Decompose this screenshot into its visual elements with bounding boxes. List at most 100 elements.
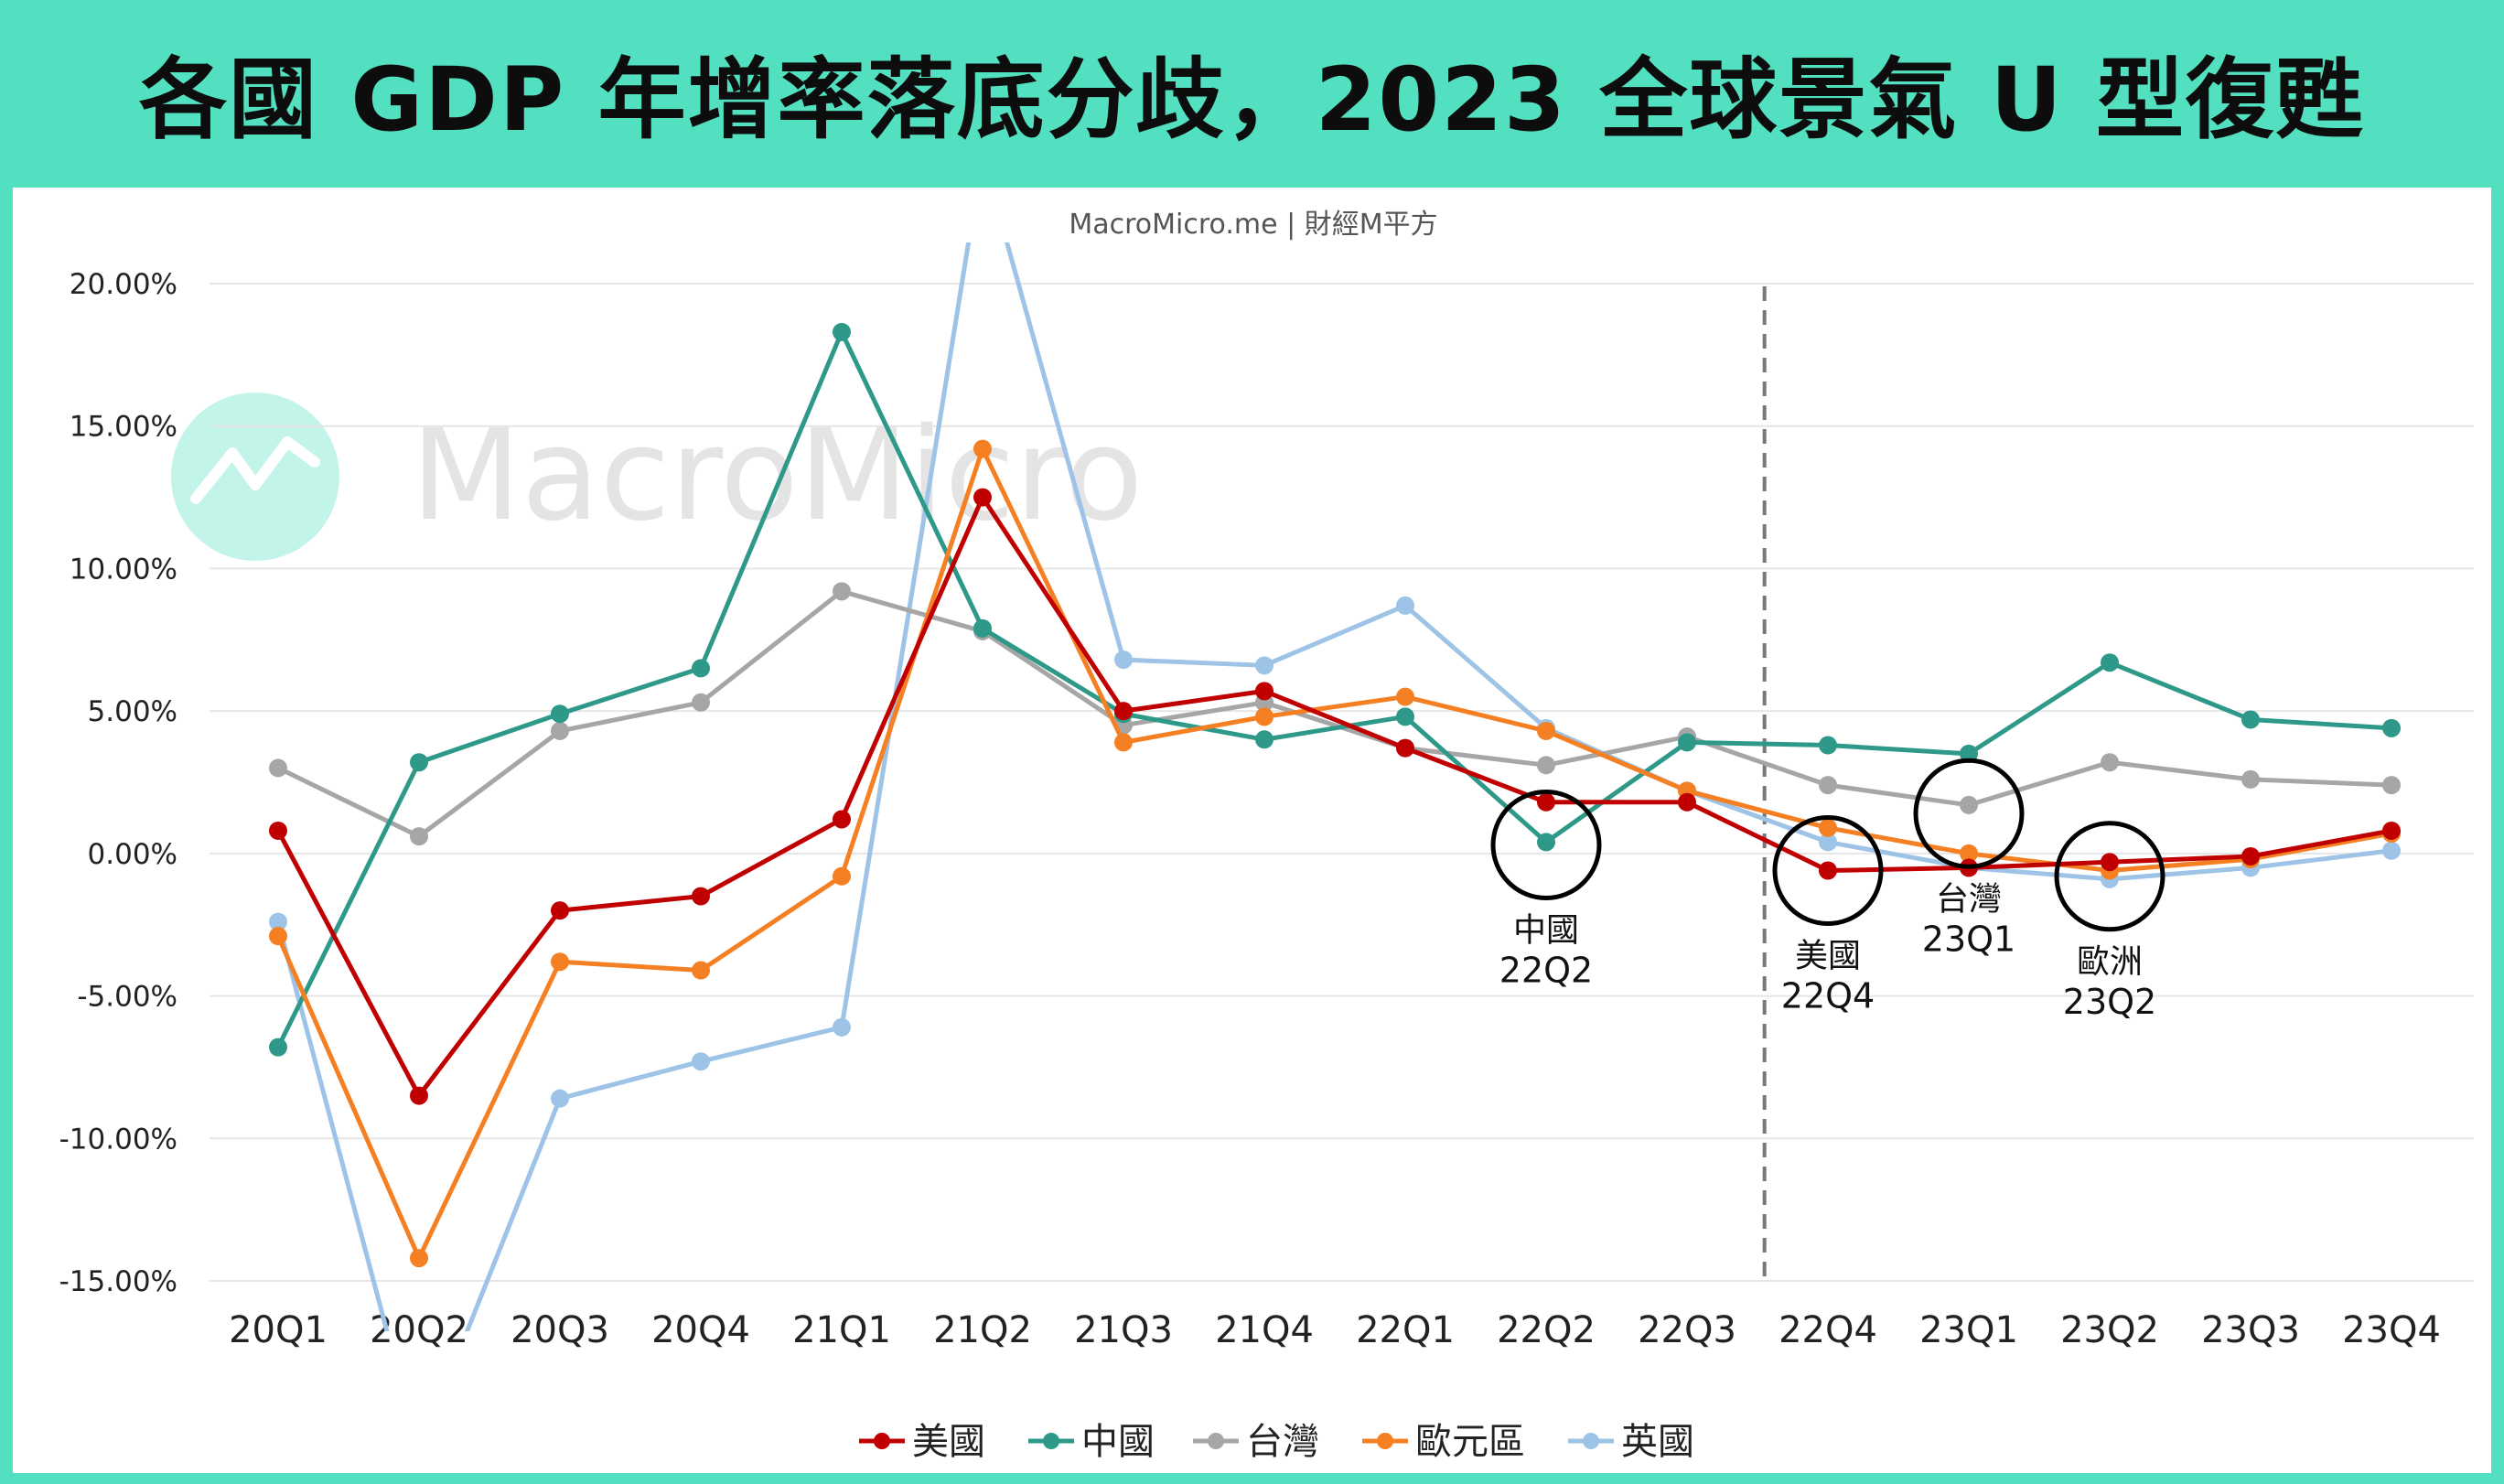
data-point (410, 1086, 428, 1105)
y-tick-label: -5.00% (77, 981, 177, 1014)
title-bar: 各國 GDP 年增率落底分歧，2023 全球景氣 U 型復甦 (0, 0, 2504, 183)
series-line (275, 446, 2392, 1261)
y-tick-label: 15.00% (70, 411, 177, 444)
data-point (1537, 792, 1555, 812)
legend-swatch-dot (1583, 1433, 1599, 1449)
grid-lines (210, 283, 2474, 1282)
series-group (269, 242, 2401, 1331)
data-point (269, 912, 287, 931)
data-point (2101, 853, 2119, 872)
legend-swatch-dot (1377, 1433, 1393, 1449)
legend-label: 中國 (1081, 1421, 1155, 1463)
data-point (1396, 687, 1414, 706)
data-point (1114, 733, 1133, 752)
data-point (269, 821, 287, 840)
data-point (1114, 651, 1133, 670)
x-axis-ticks: 20Q1 20Q2 20Q3 20Q4 21Q1 21Q2 21Q3 21Q4 22Q1 22Q2… (229, 1309, 2441, 1351)
x-tick-label: 23Q4 (2342, 1309, 2441, 1351)
data-point (551, 1089, 569, 1108)
data-point (1396, 596, 1414, 615)
data-point (1960, 744, 1978, 763)
data-point (833, 810, 851, 829)
data-point (2241, 769, 2260, 789)
data-point (1819, 833, 1837, 852)
legend-label: 英國 (1621, 1421, 1694, 1463)
data-point (410, 1249, 428, 1268)
line-chart: MacroMicro.me | 財經M平方 MacroMicro 20.00% 1… (59, 209, 2474, 1463)
data-point (692, 659, 710, 678)
legend: 美國 中國 台灣 歐元區 英國 (859, 1421, 1694, 1463)
data-point (1396, 707, 1414, 726)
legend-item: 英國 (1568, 1421, 1694, 1463)
data-point (1960, 844, 1978, 863)
data-point (269, 758, 287, 778)
data-point (973, 618, 992, 638)
x-tick-label: 22Q4 (1779, 1309, 1877, 1351)
data-point (1678, 733, 1696, 752)
annotation-circle (1490, 790, 1602, 901)
data-point (551, 704, 569, 724)
data-point (1255, 682, 1273, 701)
legend-item: 台灣 (1193, 1421, 1319, 1463)
y-tick-label: 10.00% (70, 553, 177, 586)
legend-swatch-dot (1208, 1433, 1224, 1449)
data-point (2382, 718, 2401, 737)
x-tick-label: 21Q1 (792, 1309, 891, 1351)
legend-item: 歐元區 (1362, 1421, 1525, 1463)
data-point (1396, 738, 1414, 758)
data-point (692, 1052, 710, 1071)
watermark-text: MacroMicro (411, 401, 1144, 550)
data-point (2382, 776, 2401, 795)
x-tick-label: 21Q2 (933, 1309, 1032, 1351)
annotation-circle (1913, 758, 2025, 869)
x-tick-label: 23Q1 (1919, 1309, 2018, 1351)
legend-swatch-dot (874, 1433, 890, 1449)
x-tick-label: 22Q1 (1356, 1309, 1455, 1351)
x-tick-label: 21Q4 (1215, 1309, 1314, 1351)
data-point (833, 322, 851, 341)
legend-label: 台灣 (1246, 1421, 1319, 1463)
data-point (833, 582, 851, 601)
data-point (1819, 818, 1837, 837)
legend-label: 歐元區 (1415, 1421, 1525, 1463)
series-1 (269, 322, 2401, 1057)
data-point (1255, 730, 1273, 749)
data-point (1819, 776, 1837, 795)
data-point (1678, 792, 1696, 812)
legend-item: 中國 (1028, 1421, 1155, 1463)
data-point (833, 866, 851, 886)
data-point (973, 488, 992, 507)
annotation-period: 22Q2 (1499, 951, 1593, 991)
data-point (269, 927, 287, 946)
series-2 (269, 582, 2401, 846)
data-point (2241, 846, 2260, 866)
data-point (551, 952, 569, 972)
data-point (1255, 707, 1273, 726)
data-point (551, 901, 569, 920)
x-tick-label: 20Q3 (510, 1309, 609, 1351)
chart-source: MacroMicro.me | 財經M平方 (1069, 209, 1437, 241)
data-point (551, 721, 569, 740)
watermark-chart-icon (190, 436, 320, 504)
series-line (275, 242, 2392, 1331)
data-point (833, 1017, 851, 1037)
x-tick-label: 23Q3 (2201, 1309, 2300, 1351)
data-point (410, 753, 428, 772)
y-tick-label: -10.00% (59, 1123, 177, 1156)
annotation-period: 23Q1 (1922, 919, 2015, 959)
data-point (692, 961, 710, 980)
annotation-label: 歐洲 (2077, 943, 2143, 981)
x-tick-label: 20Q1 (229, 1309, 328, 1351)
y-tick-label: 20.00% (70, 268, 177, 301)
annotation-label: 台灣 (1936, 880, 2002, 918)
annotation-circle (1772, 815, 1884, 927)
watermark-logo-icon (171, 393, 339, 561)
data-point (1819, 736, 1837, 755)
data-point (692, 693, 710, 712)
legend-label: 美國 (912, 1421, 985, 1463)
x-tick-label: 20Q4 (651, 1309, 750, 1351)
data-point (973, 439, 992, 458)
x-tick-label: 21Q3 (1074, 1309, 1173, 1351)
